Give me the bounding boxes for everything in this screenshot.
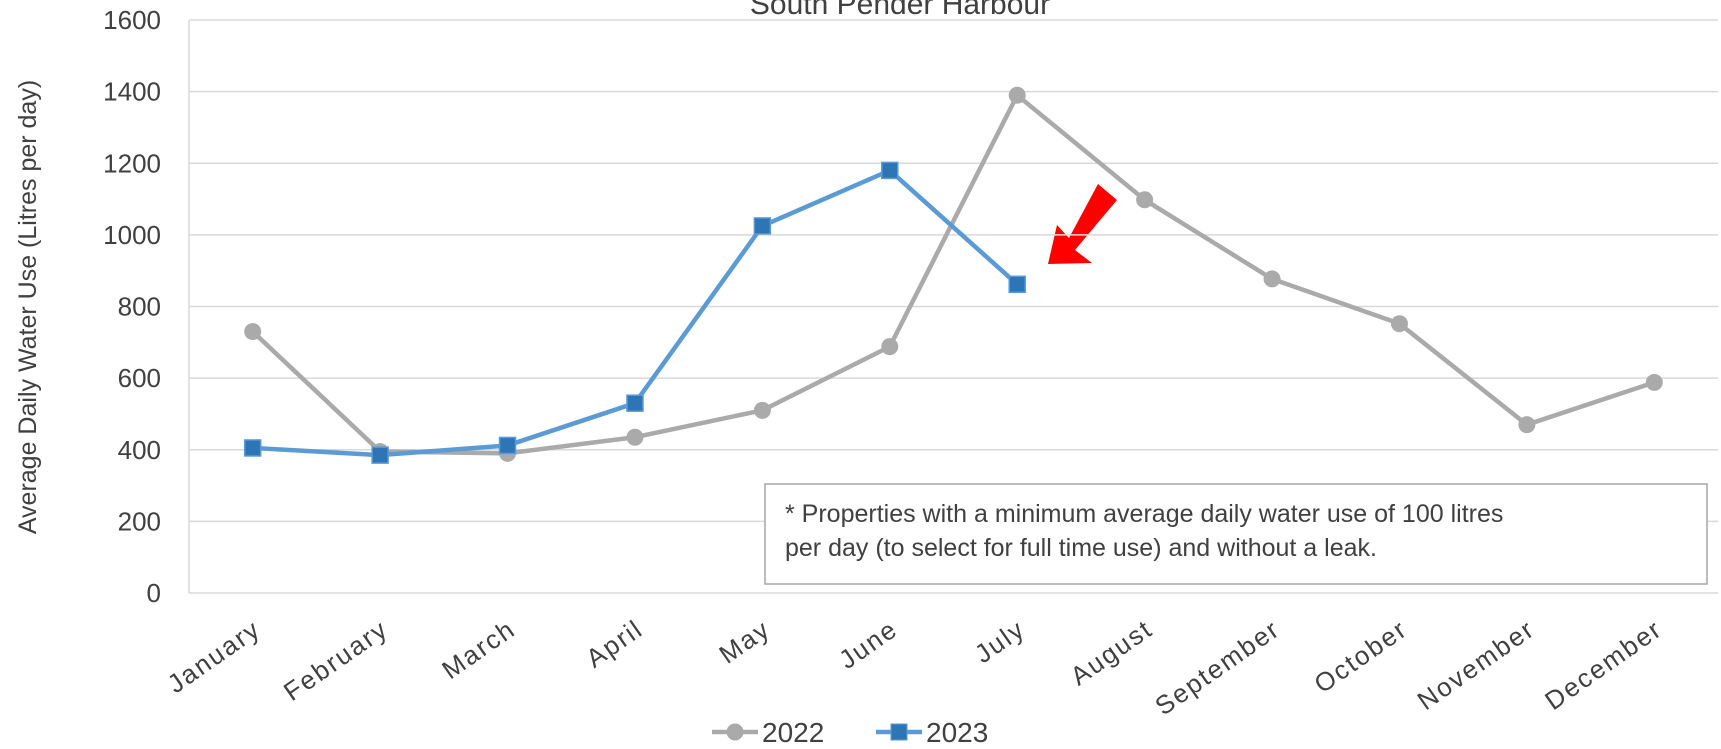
legend-marker: [726, 723, 744, 741]
y-tick-label: 800: [118, 292, 161, 322]
marker: [1008, 275, 1026, 294]
marker: [498, 436, 517, 455]
marker: [753, 401, 771, 419]
marker: [1008, 86, 1026, 104]
chart-title: South Pender Harbour: [750, 0, 1050, 21]
y-tick-label: 600: [118, 363, 161, 393]
marker: [1390, 315, 1408, 333]
y-tick-label: 200: [118, 506, 161, 536]
marker: [1645, 373, 1663, 391]
arrow: [1048, 184, 1117, 264]
annotation-text: per day (to select for full time use) an…: [785, 534, 1377, 562]
marker: [881, 338, 899, 356]
y-tick-label: 1000: [103, 220, 161, 250]
y-tick-label: 1400: [103, 77, 161, 107]
annotation-text: * Properties with a minimum average dail…: [785, 500, 1503, 528]
marker: [1263, 270, 1281, 288]
marker: [1518, 416, 1536, 434]
legend-marker: [890, 723, 908, 741]
marker: [626, 394, 644, 412]
marker: [243, 439, 262, 457]
marker: [1136, 191, 1154, 209]
y-tick-label: 1600: [103, 5, 161, 35]
y-axis-label: Average Daily Water Use (Litres per day): [14, 80, 42, 534]
y-tick-label: 400: [118, 435, 161, 465]
series-line: [251, 92, 1655, 456]
marker: [371, 446, 389, 464]
marker: [753, 217, 772, 235]
annotation-box: [764, 483, 1708, 585]
y-tick-label: 1200: [103, 148, 161, 178]
marker: [244, 323, 262, 341]
marker: [626, 428, 644, 446]
legend-label: 2022: [762, 717, 824, 748]
legend-label: 2023: [926, 717, 988, 748]
y-tick-label: 0: [147, 578, 161, 608]
marker: [881, 161, 899, 180]
